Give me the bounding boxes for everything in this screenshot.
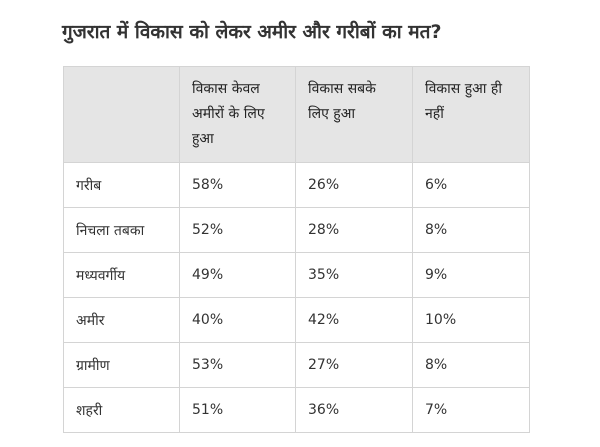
table-row: गरीब 58% 26% 6%: [63, 162, 530, 208]
row-label: मध्यवर्गीय: [63, 252, 180, 298]
cell-value: 8%: [412, 342, 530, 388]
cell-value: 8%: [412, 207, 530, 253]
table-row: अमीर 40% 42% 10%: [63, 297, 530, 343]
cell-value: 9%: [412, 252, 530, 298]
cell-value: 49%: [179, 252, 296, 298]
row-label: शहरी: [63, 387, 180, 433]
cell-value: 52%: [179, 207, 296, 253]
cell-value: 7%: [412, 387, 530, 433]
table-row: निचला तबका 52% 28% 8%: [63, 207, 530, 253]
page-title: गुजरात में विकास को लेकर अमीर और गरीबों …: [62, 21, 442, 43]
opinion-table: विकास केवल अमीरों के लिए हुआ विकास सबके …: [63, 66, 530, 433]
cell-value: 42%: [295, 297, 413, 343]
table-row: मध्यवर्गीय 49% 35% 9%: [63, 252, 530, 298]
cell-value: 10%: [412, 297, 530, 343]
cell-value: 40%: [179, 297, 296, 343]
cell-value: 35%: [295, 252, 413, 298]
row-label: गरीब: [63, 162, 180, 208]
cell-value: 28%: [295, 207, 413, 253]
cell-value: 53%: [179, 342, 296, 388]
table-row: ग्रामीण 53% 27% 8%: [63, 342, 530, 388]
row-label: ग्रामीण: [63, 342, 180, 388]
cell-value: 36%: [295, 387, 413, 433]
header-cell-only-rich: विकास केवल अमीरों के लिए हुआ: [179, 66, 296, 163]
header-cell-no-development: विकास हुआ ही नहीं: [412, 66, 530, 163]
cell-value: 6%: [412, 162, 530, 208]
table-row: शहरी 51% 36% 7%: [63, 387, 530, 433]
row-label: अमीर: [63, 297, 180, 343]
cell-value: 26%: [295, 162, 413, 208]
cell-value: 51%: [179, 387, 296, 433]
cell-value: 27%: [295, 342, 413, 388]
header-cell-empty: [63, 66, 180, 163]
header-cell-for-all: विकास सबके लिए हुआ: [295, 66, 413, 163]
cell-value: 58%: [179, 162, 296, 208]
row-label: निचला तबका: [63, 207, 180, 253]
table-header-row: विकास केवल अमीरों के लिए हुआ विकास सबके …: [63, 66, 530, 163]
